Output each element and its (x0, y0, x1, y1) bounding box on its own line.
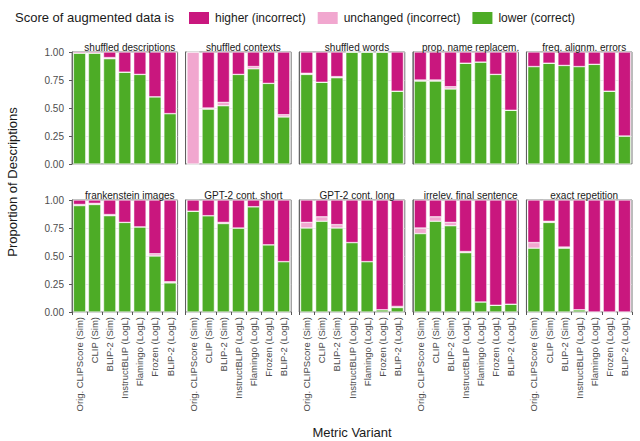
svg-text:exact repetition: exact repetition (550, 190, 618, 201)
svg-text:Frozen (LogL): Frozen (LogL) (377, 317, 388, 377)
svg-text:Flamingo (LogL): Flamingo (LogL) (589, 317, 600, 386)
svg-text:0.25: 0.25 (45, 131, 65, 142)
svg-text:freq. alignm. errors: freq. alignm. errors (542, 42, 626, 53)
svg-text:0.25: 0.25 (45, 279, 65, 290)
svg-text:BLIP-2 (LogL): BLIP-2 (LogL) (619, 317, 630, 376)
svg-text:CLIP (Sim): CLIP (Sim) (203, 317, 214, 363)
svg-text:CLIP (Sim): CLIP (Sim) (316, 317, 327, 363)
svg-text:Frozen (LogL): Frozen (LogL) (604, 317, 615, 377)
svg-text:shuffled words: shuffled words (325, 42, 389, 53)
svg-text:CLIP (Sim): CLIP (Sim) (544, 317, 555, 363)
svg-text:Flamingo (LogL): Flamingo (LogL) (362, 317, 373, 386)
svg-text:frankenstein images: frankenstein images (85, 190, 175, 201)
svg-text:BLIP-2 (LogL): BLIP-2 (LogL) (278, 317, 289, 376)
svg-text:1.00: 1.00 (45, 47, 65, 58)
svg-text:Frozen (LogL): Frozen (LogL) (149, 317, 160, 377)
svg-text:BLIP-2 (Sim): BLIP-2 (Sim) (331, 317, 342, 371)
svg-text:BLIP-2 (LogL): BLIP-2 (LogL) (165, 317, 176, 376)
svg-text:prop. name replacem.: prop. name replacem. (422, 42, 519, 53)
svg-text:BLIP-2 (Sim): BLIP-2 (Sim) (104, 317, 115, 371)
svg-text:Orig. CLIPScore (Sim): Orig. CLIPScore (Sim) (415, 317, 426, 412)
svg-text:GPT-2 cont. short: GPT-2 cont. short (204, 190, 283, 201)
svg-text:higher (incorrect): higher (incorrect) (215, 11, 306, 25)
svg-text:BLIP-2 (LogL): BLIP-2 (LogL) (505, 317, 516, 376)
svg-text:InstructBLIP (LogL): InstructBLIP (LogL) (574, 317, 585, 399)
svg-text:0.00: 0.00 (45, 159, 65, 170)
svg-text:InstructBLIP (LogL): InstructBLIP (LogL) (347, 317, 358, 399)
svg-text:BLIP-2 (Sim): BLIP-2 (Sim) (218, 317, 229, 371)
svg-text:0.50: 0.50 (45, 103, 65, 114)
svg-text:lower (correct): lower (correct) (498, 11, 575, 25)
svg-text:0.75: 0.75 (45, 223, 65, 234)
svg-text:InstructBLIP (LogL): InstructBLIP (LogL) (119, 317, 130, 399)
svg-text:Flamingo (LogL): Flamingo (LogL) (248, 317, 259, 386)
svg-text:InstructBLIP (LogL): InstructBLIP (LogL) (233, 317, 244, 399)
svg-text:BLIP-2 (Sim): BLIP-2 (Sim) (445, 317, 456, 371)
svg-text:InstructBLIP (LogL): InstructBLIP (LogL) (460, 317, 471, 399)
svg-text:Orig. CLIPScore (Sim): Orig. CLIPScore (Sim) (188, 317, 199, 412)
svg-text:irrelev. final sentence: irrelev. final sentence (424, 190, 518, 201)
svg-text:CLIP (Sim): CLIP (Sim) (430, 317, 441, 363)
svg-text:Flamingo (LogL): Flamingo (LogL) (475, 317, 486, 386)
svg-text:Orig. CLIPScore (Sim): Orig. CLIPScore (Sim) (74, 317, 85, 412)
svg-text:Orig. CLIPScore (Sim): Orig. CLIPScore (Sim) (528, 317, 539, 412)
svg-text:unchanged (incorrect): unchanged (incorrect) (344, 11, 461, 25)
svg-text:0.50: 0.50 (45, 251, 65, 262)
svg-text:1.00: 1.00 (45, 195, 65, 206)
svg-text:Frozen (LogL): Frozen (LogL) (263, 317, 274, 377)
svg-text:0.00: 0.00 (45, 307, 65, 318)
svg-text:shuffled contexts: shuffled contexts (206, 42, 281, 53)
svg-text:Proportion of Descriptions: Proportion of Descriptions (5, 107, 20, 257)
svg-text:GPT-2 cont. long: GPT-2 cont. long (319, 190, 394, 201)
svg-text:CLIP (Sim): CLIP (Sim) (89, 317, 100, 363)
svg-text:0.75: 0.75 (45, 75, 65, 86)
svg-text:BLIP-2 (LogL): BLIP-2 (LogL) (392, 317, 403, 376)
svg-text:Flamingo (LogL): Flamingo (LogL) (134, 317, 145, 386)
svg-text:Orig. CLIPScore (Sim): Orig. CLIPScore (Sim) (301, 317, 312, 412)
svg-text:shuffled descriptions: shuffled descriptions (84, 42, 175, 53)
svg-text:BLIP-2 (Sim): BLIP-2 (Sim) (559, 317, 570, 371)
svg-text:Metric Variant: Metric Variant (312, 425, 392, 440)
svg-text:Frozen (LogL): Frozen (LogL) (490, 317, 501, 377)
svg-text:Score of augmented data is: Score of augmented data is (15, 10, 174, 25)
